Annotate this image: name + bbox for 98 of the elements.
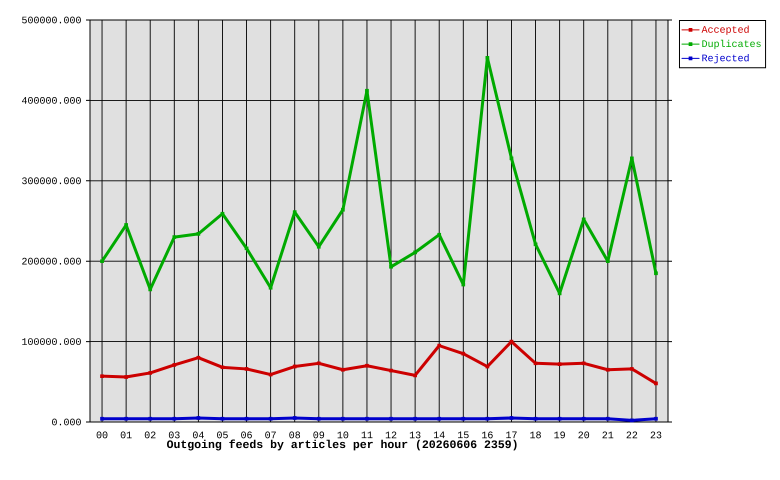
point	[606, 368, 610, 372]
point	[172, 416, 176, 421]
point	[654, 416, 658, 421]
point	[630, 156, 634, 160]
point	[220, 365, 224, 370]
point	[196, 416, 200, 420]
point	[100, 259, 104, 264]
point	[220, 416, 224, 421]
point	[486, 364, 490, 368]
point	[148, 371, 152, 375]
x-tick-label: 21	[602, 432, 614, 438]
point	[606, 416, 610, 421]
point	[268, 416, 272, 421]
x-tick-label: 15	[458, 432, 469, 438]
point	[654, 382, 658, 386]
point	[100, 416, 104, 421]
point	[365, 88, 369, 93]
point	[316, 361, 321, 366]
point	[148, 416, 152, 421]
point	[510, 416, 514, 420]
point	[292, 364, 297, 368]
x-tick-label: 01	[120, 432, 132, 438]
y-tick-label: 300000.000	[22, 177, 81, 184]
y-tick-label: 0.000	[52, 418, 81, 426]
x-tick-label: 12	[386, 432, 396, 438]
point	[534, 242, 538, 246]
point	[341, 208, 345, 212]
x-tick-label: 19	[554, 432, 565, 438]
point	[654, 271, 658, 276]
y-tick-label: 500000.000	[22, 16, 81, 24]
legend-label: Accepted	[702, 26, 749, 35]
point	[558, 362, 562, 366]
point	[582, 416, 586, 421]
x-tick-label: 18	[530, 432, 541, 438]
point	[461, 282, 466, 286]
point	[172, 235, 176, 239]
point	[244, 416, 248, 421]
point	[292, 416, 297, 420]
point	[100, 374, 104, 378]
point	[630, 418, 634, 422]
x-tick-label: 16	[482, 432, 493, 438]
point	[413, 374, 417, 378]
x-tick-label: 11	[362, 432, 372, 438]
point	[316, 416, 321, 421]
point	[461, 352, 466, 356]
x-axis-title: Outgoing feeds by articles per hour (20260606 2359)	[167, 440, 517, 450]
point	[413, 416, 417, 421]
y-tick-label: 400000.000	[22, 97, 81, 104]
point	[389, 368, 393, 372]
point	[124, 375, 128, 379]
point	[196, 356, 200, 360]
point	[244, 246, 248, 250]
point	[582, 361, 586, 366]
point	[244, 367, 248, 371]
x-tick-label: 02	[144, 432, 156, 438]
x-tick-label: 13	[410, 432, 420, 438]
point	[630, 367, 634, 371]
point	[124, 416, 128, 421]
legend-label: Duplicates	[702, 40, 761, 50]
legend-label: Rejected	[702, 54, 749, 64]
y-tick-label: 200000.000	[22, 258, 81, 265]
point	[437, 416, 442, 421]
point	[486, 56, 490, 60]
point	[341, 368, 345, 372]
point	[534, 361, 538, 366]
x-tick-label: 10	[338, 432, 348, 438]
point	[292, 210, 297, 214]
x-tick-label: 05	[217, 432, 228, 438]
y-tick-label: 100000.000	[22, 338, 81, 345]
x-tick-label: 06	[241, 432, 252, 438]
point	[558, 416, 562, 421]
point	[534, 416, 538, 421]
x-tick-label: 08	[289, 432, 300, 438]
x-tick-label: 00	[96, 432, 108, 438]
point	[413, 250, 417, 254]
point	[582, 218, 586, 222]
x-tick-label: 04	[192, 432, 204, 438]
point	[461, 416, 466, 421]
point	[486, 416, 490, 421]
x-tick-label: 03	[168, 432, 180, 438]
point	[389, 416, 393, 421]
point	[389, 264, 393, 269]
point	[172, 363, 176, 367]
point	[341, 416, 345, 421]
point	[196, 232, 200, 236]
x-tick-label: 07	[265, 432, 276, 438]
x-tick-label: 09	[313, 432, 324, 438]
x-tick-label: 23	[650, 432, 662, 438]
x-tick-label: 20	[578, 432, 590, 438]
point	[437, 344, 442, 348]
point	[365, 364, 369, 368]
point	[606, 259, 610, 264]
x-tick-label: 22	[626, 432, 638, 438]
point	[268, 372, 272, 376]
x-tick-label: 14	[434, 432, 445, 438]
point	[365, 416, 369, 421]
point	[510, 156, 514, 160]
x-tick-label: 17	[506, 432, 517, 438]
